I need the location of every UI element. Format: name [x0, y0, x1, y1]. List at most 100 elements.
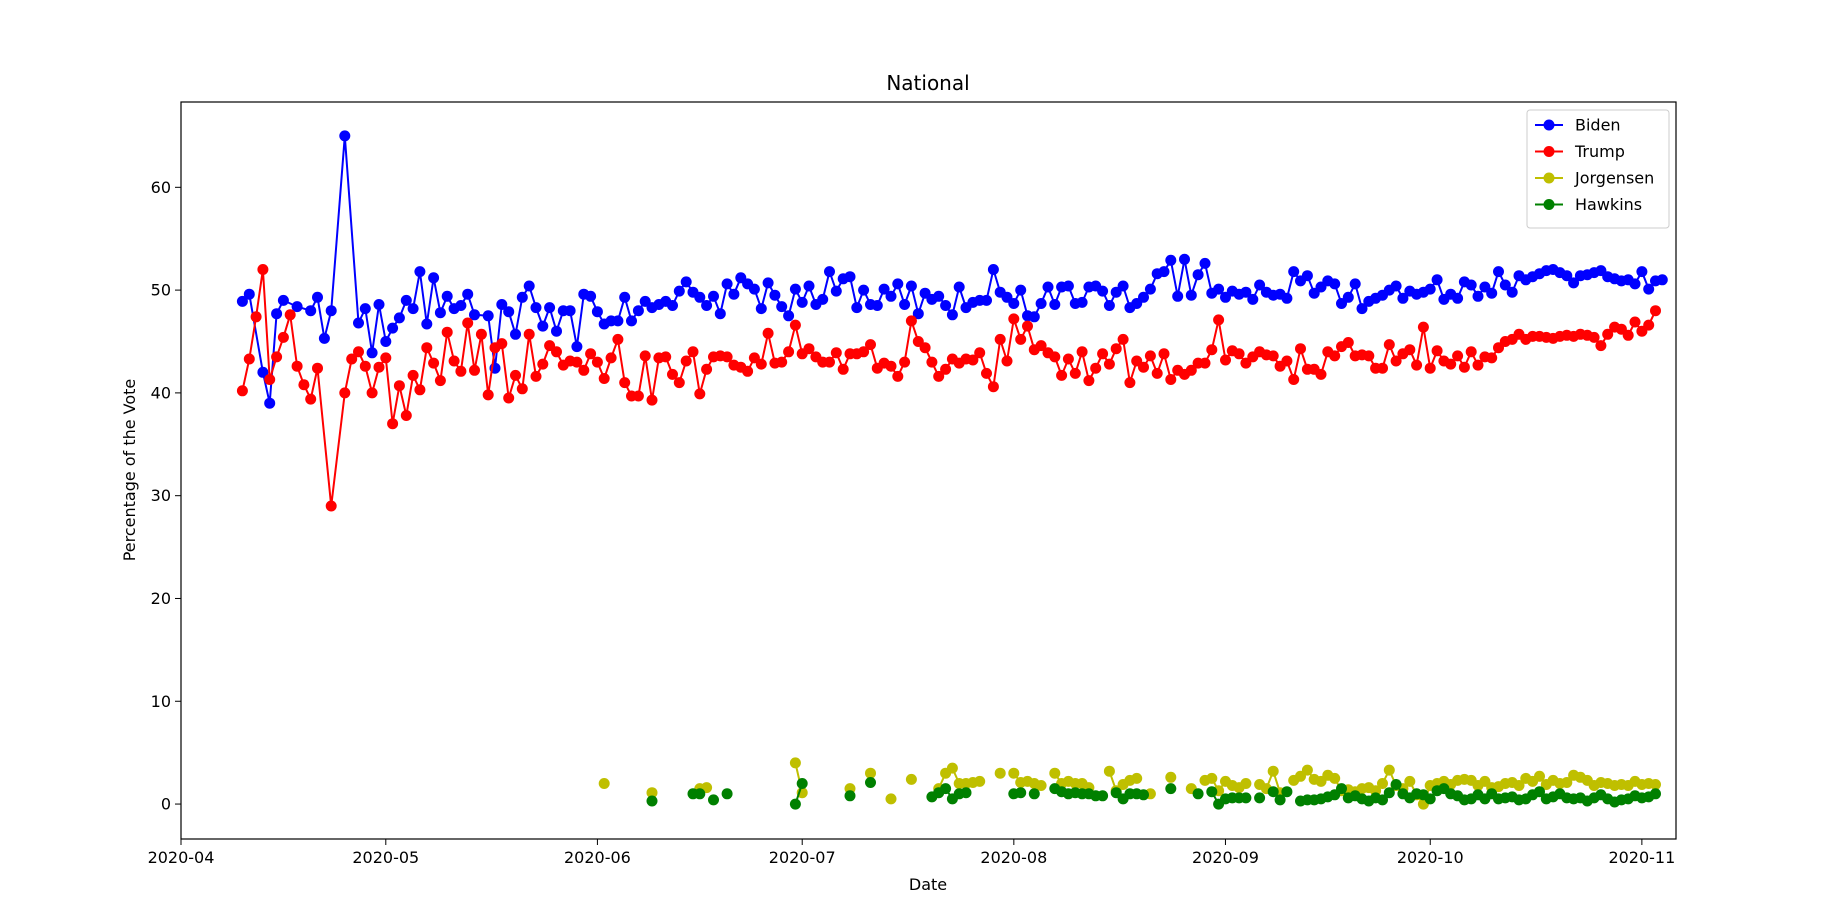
data-point-biden: [721, 278, 733, 290]
data-point-jorgensen: [1301, 764, 1313, 776]
data-point-jorgensen: [1267, 765, 1279, 777]
data-point-jorgensen: [1513, 780, 1525, 791]
data-point-trump: [1465, 346, 1477, 358]
data-point-trump: [1008, 313, 1020, 325]
data-point-hawkins: [1240, 792, 1252, 804]
plot-frame: [180, 101, 1677, 840]
x-tick-label: 2020-11: [1608, 848, 1675, 867]
data-point-trump: [1383, 339, 1395, 351]
data-point-trump: [1213, 314, 1225, 326]
data-point-trump: [1001, 355, 1013, 367]
data-point-biden: [1465, 279, 1477, 291]
data-point-biden: [1472, 290, 1484, 302]
data-point-jorgensen: [885, 793, 897, 805]
data-point-trump: [380, 352, 392, 364]
data-point-trump: [277, 331, 289, 343]
data-point-trump: [762, 327, 774, 339]
legend-swatch-marker: [1543, 172, 1555, 184]
data-point-biden: [1493, 266, 1504, 278]
data-point-biden: [851, 302, 863, 314]
data-point-trump: [1622, 329, 1634, 341]
data-point-trump: [571, 356, 583, 368]
data-point-biden: [1076, 296, 1088, 308]
data-point-trump: [1404, 344, 1416, 356]
data-point-biden: [482, 310, 494, 322]
data-point-biden: [899, 299, 911, 310]
data-point-biden: [1042, 281, 1054, 293]
data-point-trump: [284, 309, 296, 321]
data-point-jorgensen: [946, 762, 958, 774]
data-point-hawkins: [1390, 779, 1402, 790]
data-point-trump: [271, 351, 283, 363]
data-point-trump: [987, 381, 999, 393]
data-point-biden: [1656, 274, 1668, 286]
data-point-biden: [414, 266, 426, 278]
legend-swatch-marker: [1543, 119, 1555, 131]
data-point-biden: [373, 299, 385, 310]
data-point-hawkins: [1254, 792, 1266, 804]
data-point-trump: [373, 361, 385, 373]
data-point-biden: [243, 288, 255, 300]
data-point-biden: [1172, 290, 1184, 302]
data-point-biden: [1192, 269, 1204, 281]
data-point-jorgensen: [1404, 775, 1416, 787]
data-point-trump: [742, 365, 754, 377]
data-point-trump: [305, 393, 317, 405]
data-point-trump: [585, 348, 597, 360]
x-tick-label: 2020-10: [1397, 848, 1464, 867]
data-point-biden: [523, 280, 535, 292]
data-point-biden: [1138, 291, 1149, 303]
data-point-trump: [1595, 340, 1607, 352]
data-point-trump: [673, 377, 685, 389]
data-point-biden: [905, 280, 917, 292]
data-point-biden: [1329, 278, 1341, 290]
data-point-hawkins: [1383, 787, 1395, 799]
data-point-biden: [1035, 298, 1047, 309]
data-point-trump: [1650, 305, 1661, 317]
data-point-jorgensen: [1131, 772, 1143, 784]
data-point-trump: [448, 355, 460, 367]
data-point-trump: [387, 418, 399, 430]
data-point-biden: [701, 300, 713, 311]
data-point-biden: [462, 288, 474, 300]
data-point-trump: [694, 388, 706, 400]
data-point-trump: [632, 390, 644, 402]
data-point-biden: [694, 291, 706, 303]
data-point-biden: [824, 266, 835, 278]
data-point-trump: [1062, 353, 1074, 365]
data-point-biden: [455, 300, 467, 311]
data-point-trump: [475, 328, 487, 340]
data-point-hawkins: [1165, 783, 1177, 795]
data-point-biden: [783, 310, 795, 322]
data-point-trump: [407, 369, 419, 381]
data-point-biden: [1117, 280, 1129, 292]
data-point-biden: [762, 277, 774, 289]
data-point-trump: [1069, 367, 1081, 379]
data-point-biden: [946, 309, 958, 321]
data-point-trump: [1431, 345, 1443, 357]
x-tick-label: 2020-09: [1192, 848, 1259, 867]
data-point-biden: [1028, 311, 1040, 323]
data-point-jorgensen: [1650, 779, 1661, 790]
data-point-trump: [646, 394, 658, 406]
data-point-biden: [885, 290, 897, 302]
data-point-biden: [353, 317, 364, 329]
data-point-trump: [1629, 316, 1641, 328]
data-point-trump: [837, 363, 849, 375]
data-point-trump: [1117, 333, 1129, 345]
x-tick-label: 2020-07: [769, 848, 836, 867]
data-point-trump: [1602, 328, 1614, 340]
data-point-biden: [1254, 279, 1266, 291]
data-point-biden: [264, 397, 276, 409]
x-axis-label: Date: [909, 875, 947, 894]
data-point-hawkins: [1650, 788, 1661, 800]
data-point-trump: [1329, 350, 1341, 362]
data-point-biden: [844, 271, 856, 283]
data-point-biden: [469, 309, 480, 321]
data-point-biden: [612, 315, 624, 327]
data-point-trump: [981, 367, 992, 379]
data-point-hawkins: [1377, 794, 1388, 806]
data-point-trump: [1363, 350, 1375, 362]
data-point-jorgensen: [1206, 772, 1218, 784]
